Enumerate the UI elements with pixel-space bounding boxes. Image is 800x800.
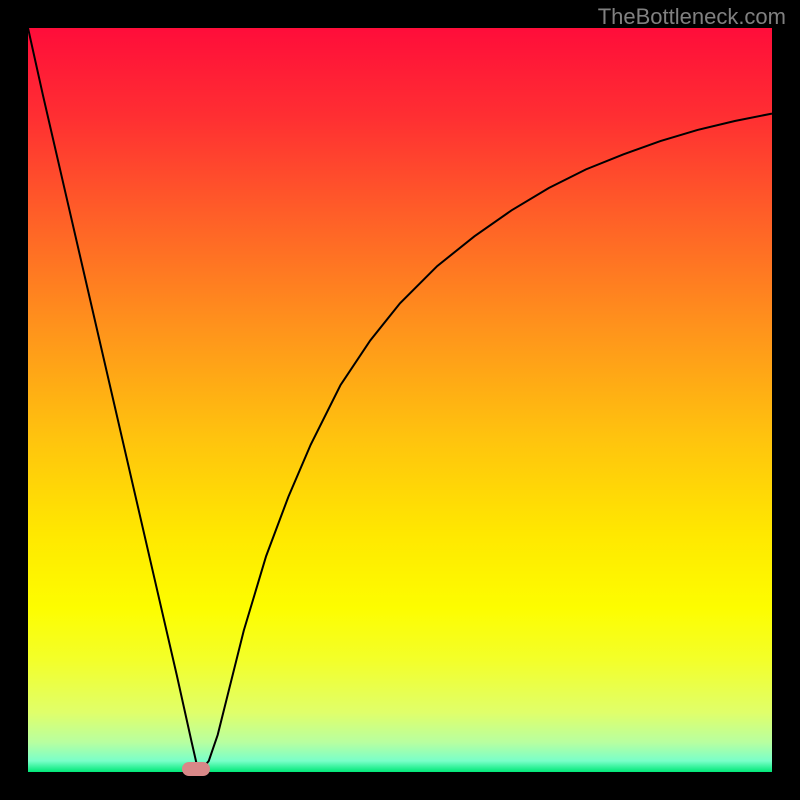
minimum-marker bbox=[182, 762, 210, 776]
curve-line bbox=[28, 28, 772, 768]
plot-area bbox=[28, 28, 772, 772]
chart-container: TheBottleneck.com bbox=[0, 0, 800, 800]
curve-plot bbox=[28, 28, 772, 772]
watermark-text: TheBottleneck.com bbox=[598, 4, 786, 30]
